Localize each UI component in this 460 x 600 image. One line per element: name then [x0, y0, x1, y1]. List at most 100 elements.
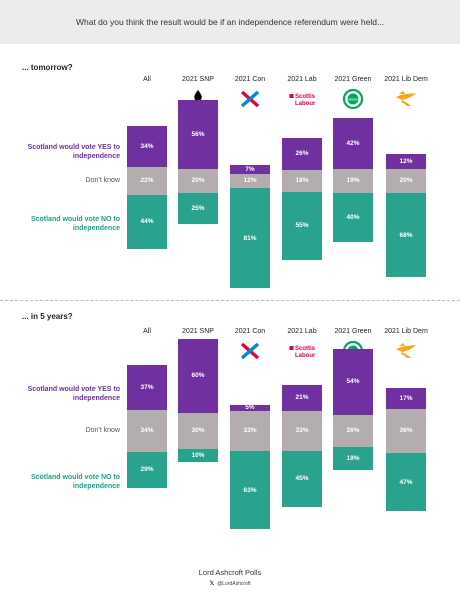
category-label: 2021 Con — [234, 76, 266, 83]
bar-no: 10% — [178, 449, 218, 462]
data-label: 55% — [295, 222, 309, 230]
bar-no: 29% — [127, 451, 167, 488]
bar-yes: 21% — [282, 384, 322, 411]
section-divider — [0, 300, 460, 301]
bar-dont-know: 36% — [386, 408, 426, 454]
bar-dont-know: 12% — [230, 173, 270, 189]
svg-text:Labour: Labour — [295, 101, 315, 107]
question-header: What do you think the result would be if… — [0, 0, 460, 44]
scottish-labour-logo: ScottishLabour — [289, 88, 319, 110]
category-label: 2021 Green — [334, 76, 372, 83]
bar-no: 40% — [333, 192, 373, 242]
data-label: 19% — [346, 455, 360, 463]
data-label: 34% — [140, 143, 154, 151]
scottish-labour-logo: ScottishLabour — [289, 340, 319, 362]
lib-dem-logo — [393, 88, 419, 110]
bar-yes: 5% — [230, 404, 270, 412]
data-label: 29% — [140, 466, 154, 474]
data-label: 25% — [191, 205, 205, 213]
bar-dont-know: 22% — [127, 167, 167, 195]
bar-dont-know: 18% — [282, 169, 322, 193]
bar-no: 45% — [282, 451, 322, 507]
bar-dont-know: 20% — [386, 168, 426, 194]
data-label: 26% — [346, 427, 360, 435]
data-label: 54% — [346, 378, 360, 386]
section-title: ... tomorrow? — [22, 63, 73, 72]
data-label: 63% — [243, 486, 257, 494]
bar-no: 68% — [386, 193, 426, 277]
bar-yes: 12% — [386, 153, 426, 169]
bar-dont-know: 33% — [282, 410, 322, 452]
bar-no: 63% — [230, 451, 270, 529]
bar-dont-know: 26% — [333, 415, 373, 447]
bar-yes: 7% — [230, 165, 270, 174]
data-label: 56% — [191, 130, 205, 138]
bar-no: 44% — [127, 194, 167, 249]
svg-text:Labour: Labour — [295, 353, 315, 359]
bar-no: 25% — [178, 193, 218, 225]
bar-yes: 37% — [127, 364, 167, 411]
category-label: 2021 Green — [334, 328, 372, 335]
data-label: 34% — [140, 427, 154, 435]
lib-dem-logo — [393, 340, 419, 362]
row-label-dont-know: Don't know — [85, 177, 120, 184]
data-label: 68% — [399, 231, 413, 239]
bar-yes: 26% — [282, 137, 322, 170]
bar-dont-know: 19% — [333, 169, 373, 193]
conservative-logo — [237, 340, 263, 362]
data-label: 17% — [399, 394, 413, 402]
footer-source: Lord Ashcroft Polls — [198, 568, 262, 577]
bar-dont-know: 30% — [178, 412, 218, 450]
bar-yes: 42% — [333, 117, 373, 170]
category-label: All — [143, 76, 151, 83]
scottish-green-logo: GREENS — [340, 88, 366, 110]
bar-dont-know: 33% — [230, 410, 270, 452]
bar-yes: 17% — [386, 387, 426, 409]
row-label-yes: Scotland would vote YES to independence — [27, 144, 120, 161]
data-label: 12% — [399, 157, 413, 165]
data-label: 33% — [243, 427, 257, 435]
data-label: 21% — [295, 394, 309, 402]
row-label-no: Scotland would vote NO to independence — [30, 474, 120, 491]
data-label: 12% — [243, 177, 257, 185]
bar-no: 47% — [386, 453, 426, 511]
data-label: 20% — [191, 177, 205, 185]
data-label: 36% — [399, 427, 413, 435]
data-label: 60% — [191, 372, 205, 380]
svg-text:Scottish: Scottish — [295, 346, 315, 352]
bar-no: 81% — [230, 188, 270, 288]
bar-no: 55% — [282, 192, 322, 260]
data-label: 26% — [295, 150, 309, 158]
data-label: 18% — [295, 177, 309, 185]
data-label: 22% — [140, 177, 154, 185]
bar-yes: 54% — [333, 348, 373, 415]
category-label: 2021 SNP — [182, 76, 214, 83]
category-label: 2021 Lab — [287, 328, 317, 335]
category-label: 2021 Lib Dem — [384, 328, 428, 335]
bar-dont-know: 20% — [178, 168, 218, 194]
svg-text:Scottish: Scottish — [295, 94, 315, 100]
data-label: 7% — [245, 165, 255, 173]
svg-text:GREENS: GREENS — [347, 98, 360, 102]
footer-handle: 𝕏 @LordAshcroft — [0, 580, 460, 587]
data-label: 47% — [399, 478, 413, 486]
bar-yes: 56% — [178, 99, 218, 169]
data-label: 10% — [191, 452, 205, 460]
data-label: 45% — [295, 475, 309, 483]
bar-yes: 34% — [127, 125, 167, 168]
data-label: 81% — [243, 234, 257, 242]
data-label: 33% — [295, 427, 309, 435]
category-label: 2021 Lib Dem — [384, 76, 428, 83]
data-label: 30% — [191, 427, 205, 435]
x-logo-icon: 𝕏 — [209, 581, 215, 587]
data-label: 42% — [346, 139, 360, 147]
category-label: All — [143, 328, 151, 335]
data-label: 5% — [245, 404, 255, 412]
bar-no: 19% — [333, 446, 373, 471]
row-label-dont-know: Don't know — [85, 427, 120, 434]
section-title: ... in 5 years? — [22, 312, 73, 321]
category-label: 2021 Con — [234, 328, 266, 335]
conservative-logo — [237, 88, 263, 110]
bar-yes: 60% — [178, 338, 218, 413]
data-label: 44% — [140, 218, 154, 226]
